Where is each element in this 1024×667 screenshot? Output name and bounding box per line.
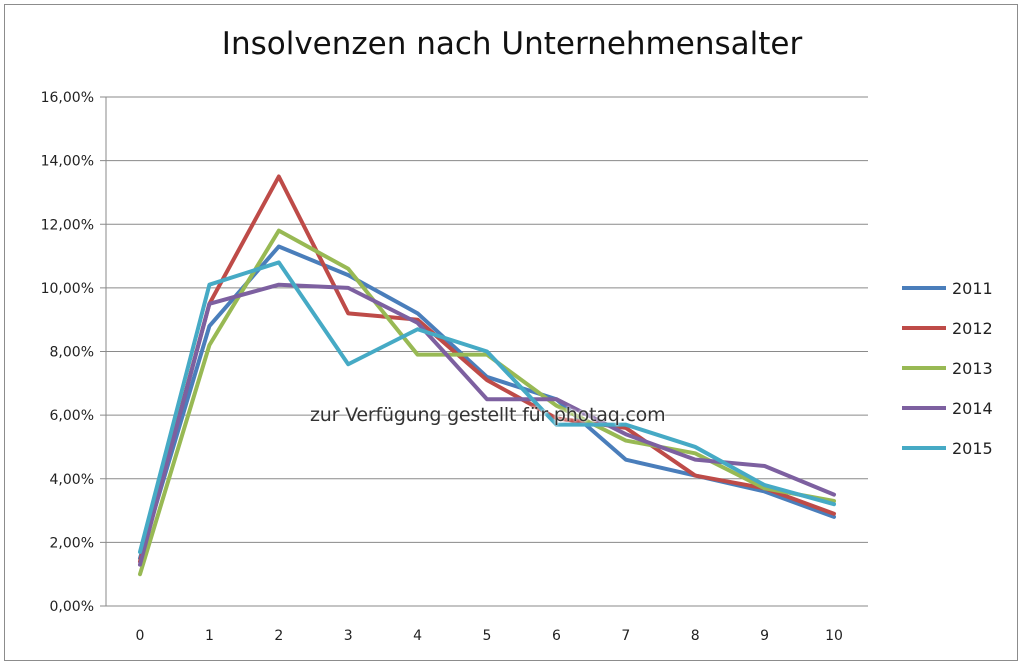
watermark-text: zur Verfügung gestellt für photaq.com xyxy=(310,404,666,426)
legend-label-2012: 2012 xyxy=(952,319,993,338)
y-tick-label: 16,00% xyxy=(41,90,94,106)
x-tick-label: 10 xyxy=(825,628,843,644)
chart-frame xyxy=(4,4,1018,661)
y-tick-label: 2,00% xyxy=(50,535,94,551)
x-tick-label: 0 xyxy=(136,628,145,644)
legend-label-2015: 2015 xyxy=(952,439,993,458)
y-tick-label: 0,00% xyxy=(50,599,94,615)
y-tick-label: 10,00% xyxy=(41,281,94,297)
series-line-2012 xyxy=(138,174,836,564)
legend: 2011 2012 2013 2014 2015 xyxy=(902,279,993,458)
y-tick-label: 12,00% xyxy=(41,217,94,233)
x-tick-label: 2 xyxy=(274,628,283,644)
x-tick-label: 3 xyxy=(344,628,353,644)
x-tick-label: 8 xyxy=(691,628,700,644)
y-tick-labels: 0,00% 2,00% 4,00% 6,00% 8,00% 10,00% 12,00% 14,… xyxy=(41,90,94,615)
legend-label-2011: 2011 xyxy=(952,279,993,298)
x-tick-labels: 0 1 2 3 4 5 6 7 8 9 10 xyxy=(136,628,843,644)
axes xyxy=(100,96,868,607)
series-lines xyxy=(138,174,836,577)
legend-label-2014: 2014 xyxy=(952,399,993,418)
series-line-2015 xyxy=(138,260,836,554)
y-tick-label: 6,00% xyxy=(50,408,94,424)
x-tick-label: 4 xyxy=(413,628,422,644)
x-tick-label: 9 xyxy=(760,628,769,644)
x-tick-label: 6 xyxy=(552,628,561,644)
x-tick-label: 5 xyxy=(483,628,492,644)
x-tick-label: 1 xyxy=(205,628,214,644)
gridlines xyxy=(106,96,868,543)
y-tick-label: 8,00% xyxy=(50,345,94,361)
legend-label-2013: 2013 xyxy=(952,359,993,378)
y-tick-label: 4,00% xyxy=(50,472,94,488)
series-line-2013 xyxy=(138,228,836,577)
chart-title: Insolvenzen nach Unternehmensalter xyxy=(221,26,803,62)
y-tick-label: 14,00% xyxy=(41,154,94,170)
x-tick-label: 7 xyxy=(621,628,630,644)
